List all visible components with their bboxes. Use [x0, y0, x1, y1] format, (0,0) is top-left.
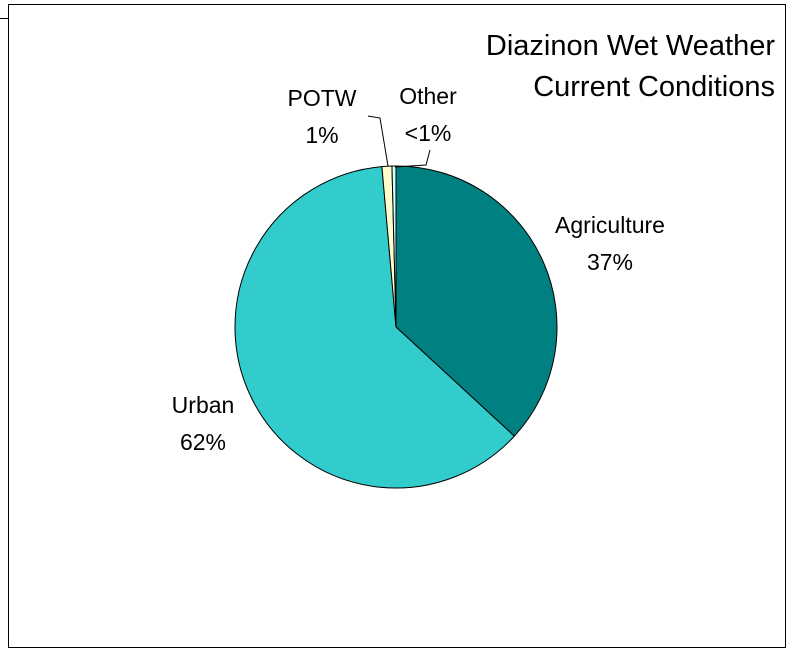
leader-line	[367, 115, 389, 167]
slice-label: Agriculture	[555, 212, 665, 238]
slice-value-label: 62%	[180, 429, 226, 455]
slice-label: Urban	[172, 392, 235, 418]
pie-slice	[234, 166, 516, 489]
pie-slice	[391, 165, 397, 328]
slice-value-label: 1%	[305, 122, 338, 148]
pie-slice	[395, 165, 558, 437]
leader-line	[394, 149, 431, 168]
chart-title: Current Conditions	[533, 71, 775, 103]
slice-label: Other	[399, 83, 457, 109]
slice-value-label: 37%	[587, 249, 633, 275]
slice-value-label: <1%	[405, 120, 452, 146]
slice-label: POTW	[288, 85, 357, 111]
chart-title: Diazinon Wet Weather	[486, 30, 775, 62]
